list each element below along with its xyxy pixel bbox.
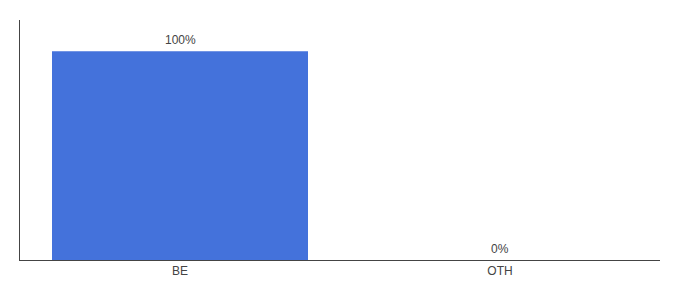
svg-text:100%: 100%: [165, 33, 196, 47]
svg-text:0%: 0%: [491, 242, 509, 256]
svg-text:OTH: OTH: [487, 264, 512, 278]
svg-text:BE: BE: [172, 264, 188, 278]
